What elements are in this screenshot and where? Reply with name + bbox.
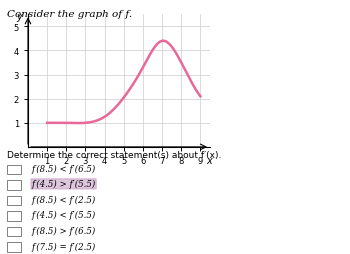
FancyBboxPatch shape: [7, 196, 21, 205]
FancyBboxPatch shape: [7, 211, 21, 221]
Text: f′(4.5) < f′(5.5): f′(4.5) < f′(5.5): [32, 211, 96, 220]
Text: Consider the graph of f.: Consider the graph of f.: [7, 10, 132, 19]
Text: f′(7.5) = f′(2.5): f′(7.5) = f′(2.5): [32, 242, 96, 250]
FancyBboxPatch shape: [7, 180, 21, 190]
Text: f′(4.5) > f′(5.5): f′(4.5) > f′(5.5): [32, 180, 96, 189]
Text: Determine the correct statement(s) about f′(x).: Determine the correct statement(s) about…: [7, 151, 221, 160]
Text: x: x: [206, 156, 212, 166]
FancyBboxPatch shape: [7, 242, 21, 252]
FancyBboxPatch shape: [7, 165, 21, 174]
Text: f′(8.5) < f′(6.5): f′(8.5) < f′(6.5): [32, 164, 96, 173]
Text: f′(8.5) > f′(6.5): f′(8.5) > f′(6.5): [32, 226, 96, 235]
Text: y: y: [16, 11, 22, 21]
Text: f′(8.5) < f′(2.5): f′(8.5) < f′(2.5): [32, 195, 96, 204]
FancyBboxPatch shape: [7, 227, 21, 236]
